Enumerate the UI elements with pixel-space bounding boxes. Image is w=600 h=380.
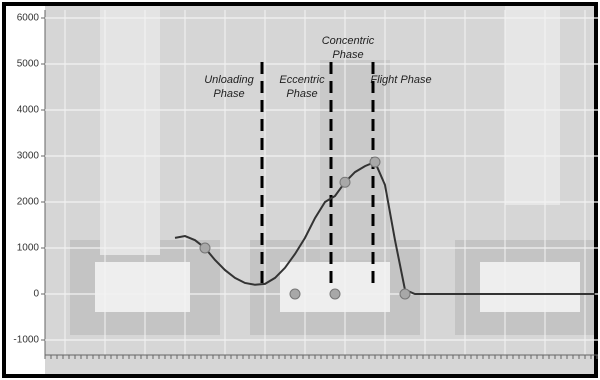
point-marker: [339, 176, 351, 188]
y-tick-label: 2000: [17, 197, 40, 208]
y-tick-label: 3000: [17, 151, 40, 162]
force-curve: [174, 160, 595, 295]
phase-label: Eccentric Phase: [279, 74, 325, 100]
y-tick-label: -1000: [13, 335, 39, 346]
background-photo: [45, 5, 598, 375]
phase-label: Unloading Phase: [204, 74, 254, 100]
point-marker: [289, 288, 301, 300]
phase-label: Concentric Phase: [321, 34, 375, 61]
y-tick-label: 4000: [17, 105, 40, 116]
y-tick-label: 1000: [17, 243, 40, 254]
point-marker: [399, 288, 411, 300]
y-tick-label: 5000: [17, 59, 40, 70]
phase-label: Flight Phase: [370, 74, 432, 86]
point-marker: [369, 156, 381, 168]
point-marker: [329, 288, 341, 300]
point-marker: [199, 242, 211, 254]
y-tick-label: 6000: [17, 13, 40, 24]
y-tick-label: 0: [33, 289, 39, 300]
